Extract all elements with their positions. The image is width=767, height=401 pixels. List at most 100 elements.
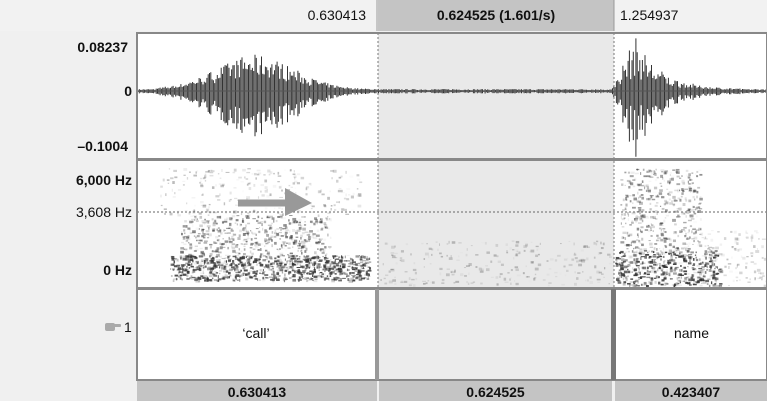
spectral-energy — [699, 174, 702, 176]
spectral-energy — [486, 251, 489, 253]
spectral-energy — [252, 173, 254, 175]
spectral-energy — [720, 269, 723, 271]
spectral-energy — [330, 237, 331, 239]
spectral-energy — [642, 276, 645, 277]
spectral-energy — [679, 216, 681, 217]
spectral-energy — [699, 258, 701, 260]
interval-label[interactable]: ‘call’ — [137, 325, 375, 341]
spectral-energy — [220, 178, 222, 179]
spectral-energy — [278, 232, 282, 233]
spectral-energy — [414, 262, 416, 264]
spectral-energy — [231, 218, 232, 219]
spectral-energy — [193, 209, 195, 211]
spectral-energy — [209, 204, 211, 205]
spectral-energy — [497, 283, 499, 285]
spectral-energy — [620, 258, 621, 260]
spectral-energy — [704, 256, 707, 258]
spectral-energy — [574, 271, 575, 273]
spectral-energy — [691, 172, 693, 173]
spectral-energy — [272, 279, 275, 281]
spectral-energy — [661, 196, 664, 198]
tier-boundary[interactable] — [375, 289, 379, 380]
spectral-energy — [738, 233, 740, 236]
spectral-energy — [661, 273, 665, 275]
spectral-energy — [672, 196, 675, 199]
spectral-energy — [226, 270, 228, 272]
spectral-energy — [466, 281, 468, 283]
spectral-energy — [261, 223, 263, 226]
spectral-energy — [670, 257, 673, 260]
spectral-energy — [656, 258, 658, 259]
spectral-energy — [657, 237, 661, 239]
spectral-energy — [267, 255, 270, 256]
spectral-energy — [180, 251, 184, 254]
spectral-energy — [253, 261, 257, 263]
spectral-energy — [259, 273, 261, 274]
spectral-energy — [233, 251, 236, 253]
spectral-energy — [285, 270, 288, 272]
spectral-energy — [273, 266, 275, 267]
spectral-energy — [241, 213, 242, 215]
spectral-energy — [279, 269, 283, 271]
spectral-energy — [361, 270, 365, 272]
spectral-energy — [688, 267, 689, 269]
spectral-energy — [219, 243, 221, 245]
spectral-energy — [295, 232, 298, 234]
spectral-energy — [312, 280, 313, 281]
spectral-energy — [658, 282, 660, 285]
spectral-energy — [656, 276, 657, 278]
spectral-energy — [229, 269, 233, 272]
spectral-energy — [731, 256, 732, 258]
spectral-energy — [181, 231, 182, 233]
spectral-energy — [174, 265, 177, 267]
spectral-energy — [647, 175, 650, 177]
spectral-energy — [632, 267, 633, 269]
spectral-energy — [183, 225, 186, 228]
spectral-energy — [642, 261, 644, 264]
spectral-energy — [708, 245, 709, 246]
spectral-energy — [624, 213, 627, 216]
spectral-energy — [688, 262, 692, 264]
spectral-energy — [621, 213, 622, 215]
spectral-energy — [674, 262, 677, 264]
spectral-energy — [624, 172, 626, 174]
spectral-energy — [185, 210, 188, 211]
spectral-energy — [224, 202, 225, 205]
spectral-energy — [621, 222, 622, 224]
spectral-energy — [218, 230, 221, 233]
spectral-energy — [535, 274, 536, 275]
spectral-energy — [536, 249, 538, 251]
spectral-energy — [690, 209, 694, 212]
spectral-energy — [633, 186, 635, 188]
spectral-energy — [662, 177, 663, 179]
spectral-energy — [196, 240, 198, 241]
spectral-energy — [304, 224, 306, 225]
spectral-energy — [283, 243, 287, 244]
spectral-energy — [203, 269, 204, 271]
spectral-energy — [248, 214, 251, 217]
spectral-energy — [258, 232, 261, 233]
spectral-energy — [632, 220, 633, 221]
hand-icon[interactable] — [105, 323, 121, 331]
spectral-energy — [234, 198, 237, 199]
spectral-energy — [305, 232, 309, 234]
spectral-energy — [676, 183, 680, 185]
spectral-energy — [669, 243, 672, 246]
spectral-energy — [270, 171, 273, 174]
spectral-energy — [439, 253, 442, 255]
spectral-energy — [723, 275, 726, 277]
spectral-energy — [236, 215, 239, 216]
spec-min: 0 Hz — [0, 262, 132, 278]
spectral-energy — [224, 230, 226, 231]
spectral-energy — [232, 215, 235, 217]
spectral-energy — [755, 250, 759, 253]
spectral-energy — [746, 256, 748, 257]
spectral-energy — [347, 278, 349, 281]
interval-label[interactable]: name — [616, 325, 767, 341]
spectral-energy — [661, 195, 663, 196]
spectral-energy — [620, 271, 622, 273]
spectral-energy — [188, 227, 191, 229]
spectral-energy — [641, 183, 642, 186]
spectral-energy — [339, 201, 340, 203]
spectral-energy — [202, 255, 203, 257]
